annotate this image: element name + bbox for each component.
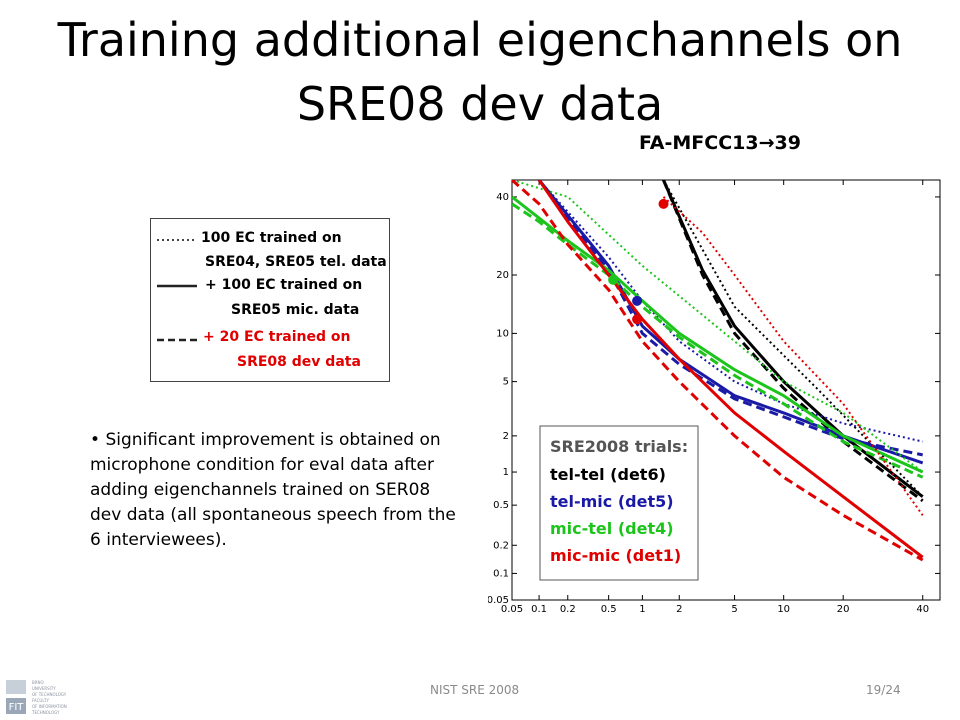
slide-title-line1: Training additional eigenchannels on (57, 13, 903, 67)
chart-subtitle: FA-MFCC13→39 (600, 132, 840, 154)
inner-legend-entry: mic-mic (det1) (550, 546, 681, 565)
y-tick-label: 0.5 (493, 500, 509, 511)
legend-row2-line2: SRE05 mic. data (231, 302, 360, 318)
y-tick-label: 0.1 (493, 568, 509, 579)
series-group (512, 180, 924, 562)
slide-title: Training additional eigenchannels on SRE… (40, 8, 920, 136)
x-tick-label: 2 (676, 604, 682, 615)
legend-row3-line2: SRE08 dev data (237, 354, 361, 370)
legend-row1-line2: SRE04, SRE05 tel. data (205, 254, 387, 270)
page-number: 19/24 (866, 683, 901, 697)
x-tick-label: 0.05 (501, 604, 523, 615)
series-line-dashed (662, 180, 924, 503)
operating-point-marker (608, 274, 619, 285)
y-tick-label: 2 (503, 431, 509, 442)
inner-legend-title: SRE2008 trials: (550, 437, 688, 456)
legend-row3-line1: + 20 EC trained on (203, 329, 351, 345)
arrow-icon: → (758, 132, 775, 154)
legend-row1-line1: 100 EC trained on (201, 230, 342, 246)
outer-legend: 100 EC trained on SRE04, SRE05 tel. data… (150, 218, 390, 382)
bullet-paragraph: • Significant improvement is obtained on… (90, 428, 460, 553)
x-tick-label: 10 (777, 604, 790, 615)
logo-text-line: OF TECHNOLOGY (32, 692, 67, 697)
footer-center: NIST SRE 2008 (430, 683, 520, 697)
inner-legend-entry: tel-tel (det6) (550, 465, 666, 484)
subtitle-prefix: FA-MFCC13 (639, 132, 759, 154)
inner-legend-entry: tel-mic (det5) (550, 492, 674, 511)
bullet-text: Significant improvement is obtained on m… (90, 430, 456, 550)
y-tick-label: 10 (496, 328, 509, 339)
series-line-dashed (512, 202, 924, 479)
y-tick-label: 1 (503, 467, 509, 478)
inner-legend-box (539, 425, 699, 581)
subtitle-suffix: 39 (774, 132, 801, 154)
inner-legend-entry: mic-tel (det4) (550, 519, 674, 538)
logo-text-line: TECHNOLOGY (31, 710, 60, 715)
logo-text-line: BRNO (32, 680, 44, 685)
logo-block-top (6, 680, 26, 694)
y-tick-label: 0.05 (488, 595, 509, 606)
logo-mark: FIT (9, 702, 25, 713)
legend-row2-line1: + 100 EC trained on (205, 277, 363, 293)
series-line-dashed (512, 180, 924, 562)
y-tick-label: 5 (503, 377, 509, 388)
bullet-symbol: • (90, 430, 101, 450)
x-tick-label: 0.1 (531, 604, 547, 615)
operating-point-marker (658, 198, 669, 209)
logo-text-line: OF INFORMATION (32, 704, 67, 709)
y-tick-label: 0.2 (493, 540, 509, 551)
x-tick-label: 0.2 (560, 604, 576, 615)
logo-block-bottom (6, 698, 26, 714)
series-line-solid (512, 195, 924, 474)
legend-line-samples (157, 239, 197, 342)
x-tick-label: 1 (639, 604, 645, 615)
x-tick-label: 0.5 (601, 604, 617, 615)
y-tick-label: 20 (496, 270, 509, 281)
x-tick-label: 20 (837, 604, 850, 615)
det-chart: 0.05 0.1 0.2 0.5 1 2 5 10 20 40 0.05 0.1 0.2 0.5 1 2 5 10… (488, 179, 941, 615)
series-line-solid (537, 180, 924, 559)
operating-point-marker (632, 295, 643, 306)
logo-text-line: FACULTY (32, 698, 49, 703)
logo-text-line: UNIVERSITY (32, 686, 56, 691)
operating-point-marker (632, 314, 643, 325)
x-tick-label: 40 (916, 604, 929, 615)
series-line-dashed (537, 180, 923, 457)
slide-title-line2: SRE08 dev data (296, 77, 664, 131)
y-tick-label: 40 (496, 192, 509, 203)
x-tick-label: 5 (731, 604, 737, 615)
